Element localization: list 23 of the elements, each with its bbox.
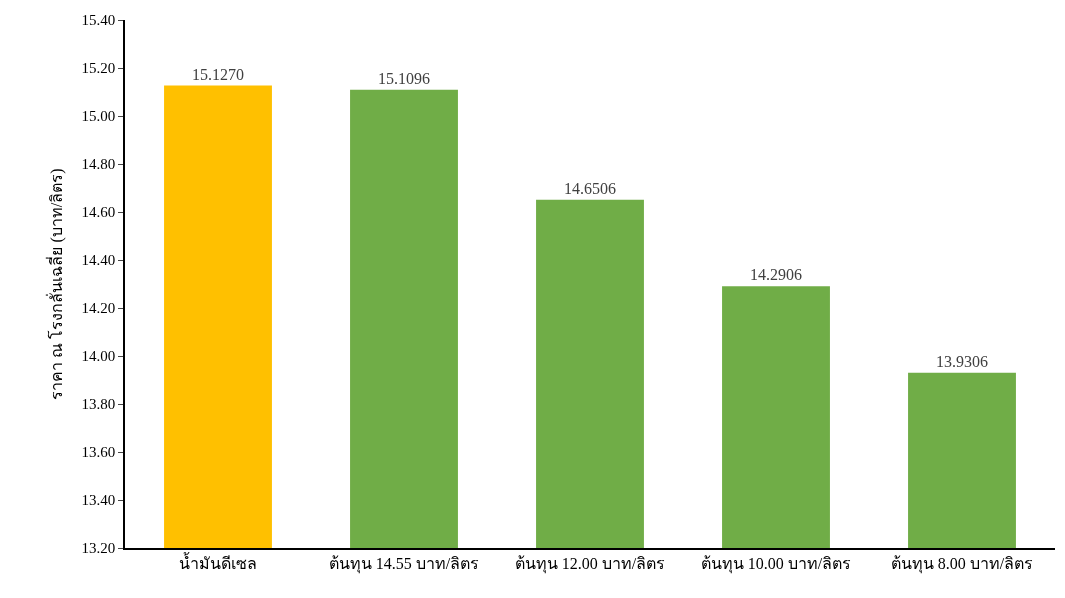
- x-tick-label: น้ำมันดีเซล: [179, 551, 257, 572]
- y-tick-label: 15.40: [81, 12, 116, 29]
- y-tick-label: 13.80: [81, 396, 116, 413]
- y-axis-title: ราคา ณ โรงกลั่นเฉลี่ย (บาท/ลิตร): [44, 168, 66, 400]
- y-tick-label: 14.00: [81, 348, 116, 365]
- y-tick-label: 15.20: [81, 60, 116, 77]
- data-label: 14.6506: [564, 179, 616, 197]
- x-tick-label: ต้นทุน 10.00 บาท/ลิตร: [700, 554, 852, 574]
- y-tick-label: 14.40: [81, 252, 116, 269]
- y-tick-label: 13.40: [81, 492, 116, 509]
- y-tick-label: 13.60: [81, 444, 116, 461]
- x-tick-label: ต้นทุน 14.55 บาท/ลิตร: [328, 554, 480, 574]
- data-label: 15.1096: [378, 69, 430, 87]
- data-label: 13.9306: [936, 352, 988, 370]
- y-tick-label: 14.20: [81, 300, 116, 317]
- y-tick-label: 14.60: [81, 204, 116, 221]
- y-tick-label: 15.00: [81, 108, 116, 125]
- data-label: 14.2906: [750, 266, 802, 284]
- data-label: 15.1270: [192, 65, 244, 83]
- y-tick-label: 14.80: [81, 156, 116, 173]
- x-tick-label: ต้นทุน 8.00 บาท/ลิตร: [890, 554, 1034, 574]
- x-tick-label: ต้นทุน 12.00 บาท/ลิตร: [514, 554, 666, 574]
- y-tick-label: 13.20: [81, 540, 116, 557]
